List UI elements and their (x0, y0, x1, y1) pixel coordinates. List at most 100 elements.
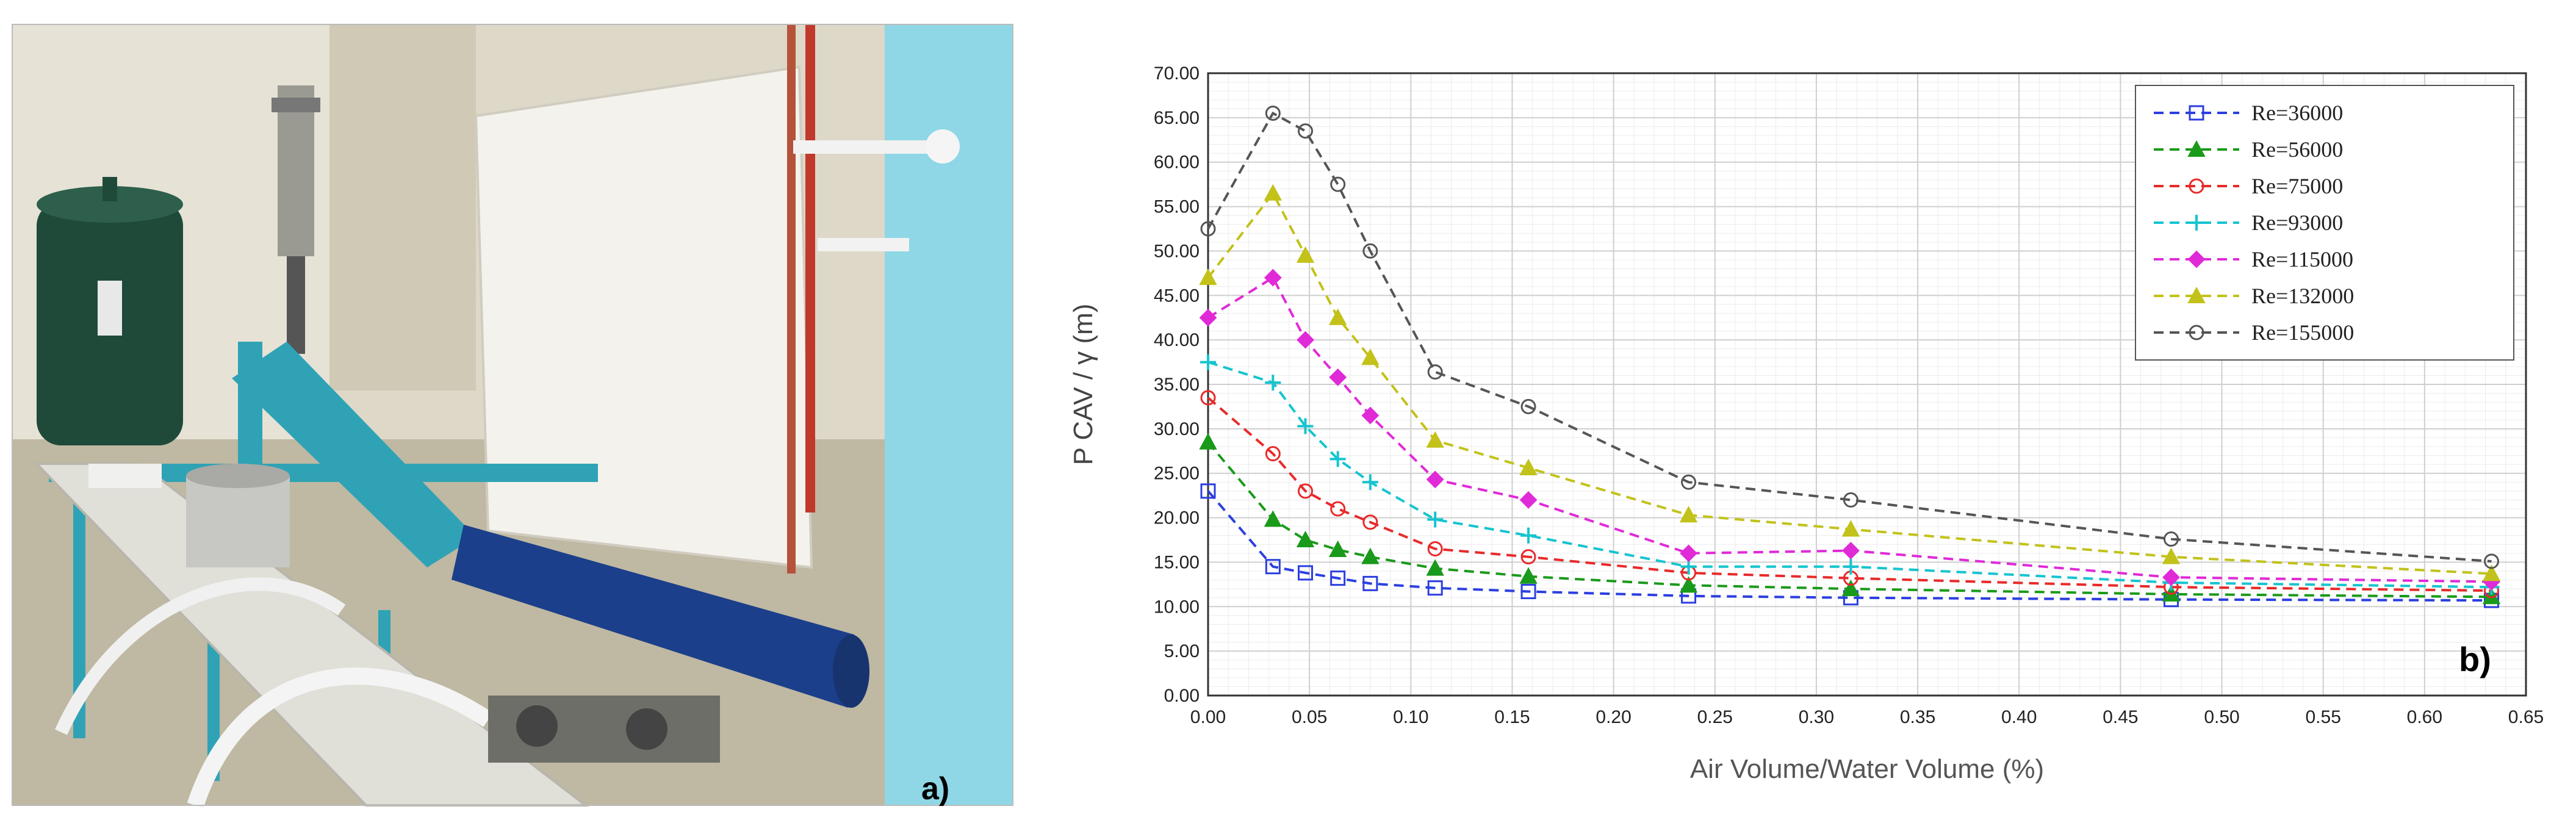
data-point (1520, 527, 1537, 544)
valve-wheel-b (626, 708, 667, 750)
green-tank-top (37, 186, 183, 223)
white-pipe-lower (818, 238, 909, 251)
data-point (1328, 540, 1347, 558)
legend: Re=36000 Re=56000 Re=75000 Re=93000 Re=11500… (2135, 85, 2514, 361)
chart-panel: 0.00 0.05 0.10 0.15 0.20 0.25 0.30 0.35 0.40 0.45… (1037, 0, 2576, 820)
series-line (1207, 111, 2492, 563)
series-re-132000 (1199, 184, 2501, 581)
white-hose-a (187, 667, 493, 808)
data-point (1679, 576, 1698, 593)
legend-entry: Re=115000 (2154, 247, 2353, 272)
cavitation-pressure-chart: 0.00 0.05 0.10 0.15 0.20 0.25 0.30 0.35 0.40 0.45… (1068, 63, 2544, 784)
data-point (1520, 549, 1536, 565)
data-point (1519, 567, 1538, 584)
wall-column (329, 24, 476, 390)
data-point (1843, 492, 1858, 508)
x-tick-label: 0.50 (2204, 707, 2239, 727)
data-point (1296, 530, 1315, 547)
data-point (2163, 531, 2179, 547)
data-point (1841, 520, 1860, 537)
y-tick-label: 60.00 (1154, 153, 1200, 173)
valve-wheel-a (516, 705, 558, 747)
data-point (1265, 375, 1281, 391)
red-pipe (805, 24, 815, 512)
data-point (1264, 268, 1282, 287)
data-point (1427, 541, 1443, 557)
y-tick-label: 15.00 (1154, 552, 1200, 572)
data-point (1520, 584, 1536, 600)
x-tick-label: 0.20 (1596, 707, 1631, 727)
white-pipe-upper (793, 140, 934, 154)
series-line (1207, 361, 2492, 589)
data-point (1681, 474, 1697, 490)
legend-marker (2187, 140, 2206, 157)
data-point (1362, 575, 1378, 591)
data-point (1426, 470, 1444, 489)
data-point (1519, 491, 1538, 509)
y-tick-label: 0.00 (1164, 686, 1200, 706)
bucket (186, 476, 290, 567)
legend-marker (2189, 105, 2204, 121)
x-tick-label: 0.30 (1799, 707, 1834, 727)
data-point (1200, 390, 1216, 406)
data-point (1426, 431, 1444, 448)
series-re-115000 (1199, 268, 2500, 591)
data-point (1519, 458, 1538, 475)
x-tick-label: 0.45 (2103, 707, 2138, 727)
data-point (1427, 364, 1443, 380)
x-tick-label: 0.35 (1900, 707, 1935, 727)
data-point (1297, 418, 1314, 434)
data-point (1841, 580, 1860, 597)
series-layer (1199, 106, 2501, 608)
y-tick-label: 10.00 (1154, 597, 1200, 617)
x-tick-label: 0.05 (1292, 707, 1327, 727)
y-tick-label: 20.00 (1154, 508, 1200, 528)
data-point (1200, 483, 1216, 499)
legend-label: Re=93000 (2251, 210, 2343, 235)
lab-setup-photo: a) (12, 24, 1013, 808)
data-point (1362, 514, 1378, 530)
data-point (1200, 354, 1216, 370)
panel-label-a: a) (921, 771, 949, 807)
cylinder-flange (272, 98, 320, 112)
x-tick-label: 0.10 (1393, 707, 1428, 727)
teal-ramp (232, 342, 476, 567)
x-tick-label: 0.00 (1190, 707, 1226, 727)
data-point (1842, 542, 1860, 559)
y-tick-label: 70.00 (1154, 63, 1200, 84)
series-re-155000 (1200, 106, 2500, 569)
data-point (1520, 398, 1536, 414)
legend-entry: Re=93000 (2154, 210, 2343, 235)
bucket-rim (186, 464, 290, 488)
data-point (1679, 506, 1698, 523)
data-point (1298, 565, 1314, 581)
y-tick-label: 35.00 (1154, 375, 1200, 395)
legend-label: Re=132000 (2251, 284, 2354, 308)
small-box (88, 464, 162, 488)
wooden-post (787, 24, 796, 574)
data-point (1199, 433, 1217, 450)
data-point (1298, 123, 1314, 139)
legend-entry: Re=75000 (2154, 174, 2343, 198)
data-point (1426, 559, 1444, 576)
legend-marker (2189, 215, 2204, 231)
legend-marker (2187, 286, 2206, 303)
blue-pipe-end (833, 635, 869, 708)
data-point (1843, 558, 1859, 575)
white-board (474, 65, 813, 569)
data-point (1265, 559, 1281, 575)
series-line (1207, 490, 2492, 602)
x-tick-label: 0.60 (2407, 707, 2442, 727)
data-point (1361, 406, 1380, 425)
x-axis-title: Air Volume/Water Volume (%) (1690, 754, 2044, 784)
legend-marker (2189, 325, 2204, 340)
data-point (1297, 331, 1314, 349)
vertical-cylinder (278, 85, 314, 256)
legend-entry: Re=56000 (2154, 137, 2343, 162)
data-point (1361, 547, 1380, 564)
data-point (1329, 451, 1346, 467)
data-point (1330, 176, 1346, 192)
legend-marker (2189, 178, 2204, 194)
photo-border (12, 24, 1013, 806)
legend-label: Re=115000 (2251, 247, 2353, 272)
